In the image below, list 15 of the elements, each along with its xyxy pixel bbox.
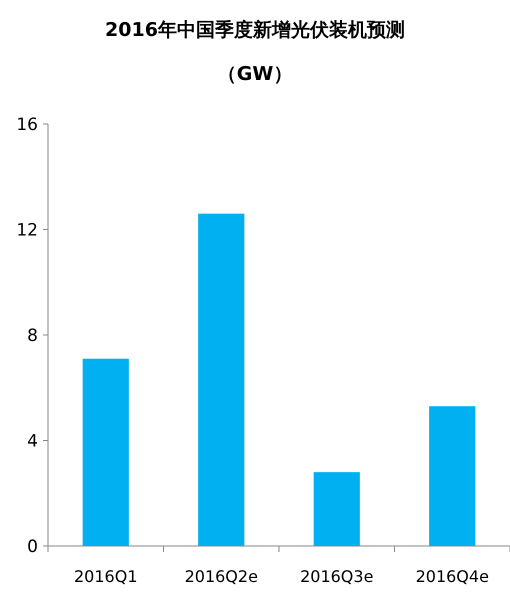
y-tick-label: 8 xyxy=(27,326,38,346)
x-tick-label: 2016Q4e xyxy=(416,567,489,586)
y-tick-label: 4 xyxy=(27,432,38,452)
x-tick-label: 2016Q1 xyxy=(74,567,138,586)
y-tick-label: 12 xyxy=(16,220,38,240)
bar xyxy=(429,406,476,546)
bar xyxy=(198,214,244,546)
chart-subtitle: （GW） xyxy=(218,63,292,85)
chart-title: 2016年中国季度新增光伏装机预测 xyxy=(105,19,405,41)
bar xyxy=(314,472,360,546)
x-tick-label: 2016Q3e xyxy=(300,567,374,586)
x-tick-label: 2016Q2e xyxy=(184,567,258,586)
y-tick-label: 0 xyxy=(27,537,38,557)
y-tick-label: 16 xyxy=(16,115,38,135)
bar xyxy=(82,358,129,546)
